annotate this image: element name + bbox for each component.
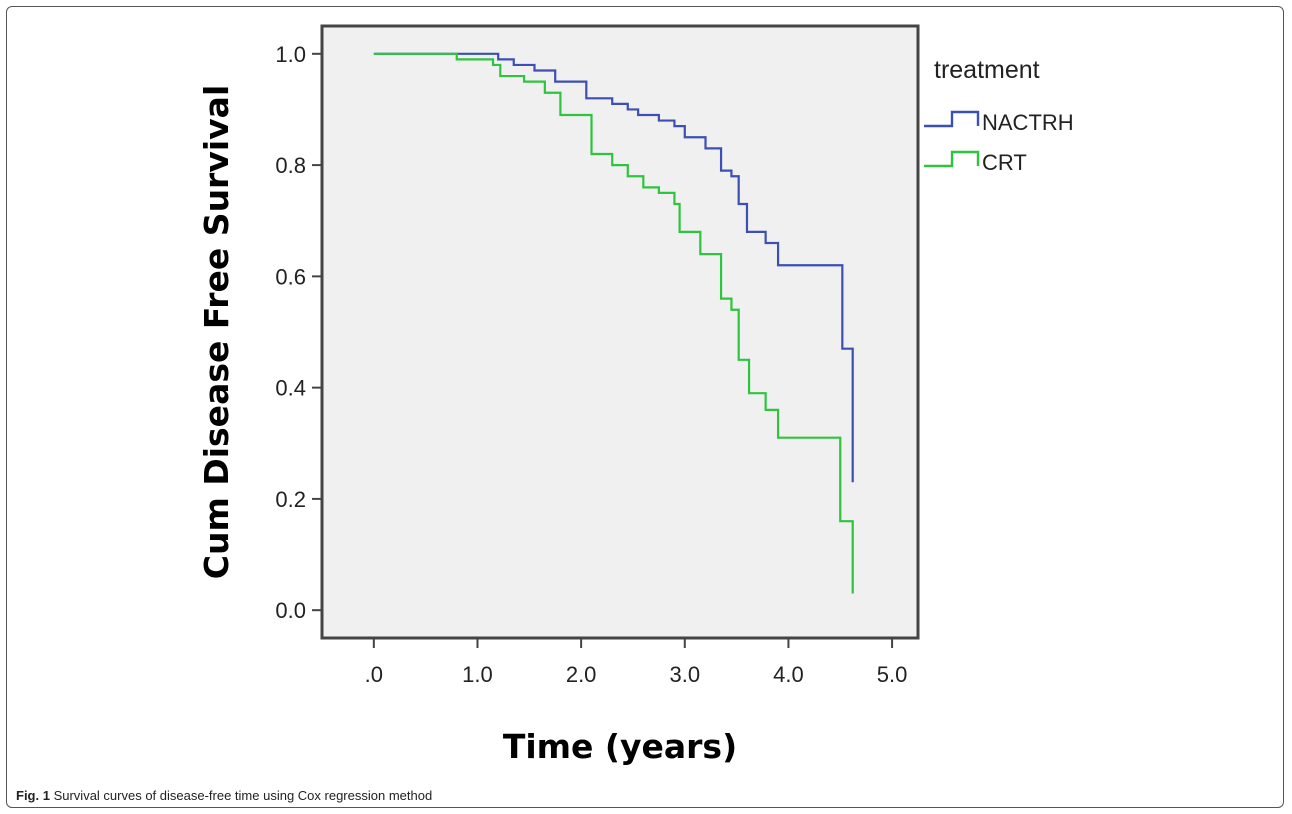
legend-item-crt: CRT: [924, 150, 1027, 175]
figure-label: Fig. 1: [16, 788, 50, 803]
x-tick-label: 1.0: [462, 662, 493, 687]
figure-caption: Fig. 1 Survival curves of disease-free t…: [16, 788, 432, 803]
legend-item-nactrh: NACTRH: [924, 110, 1074, 135]
legend-label: NACTRH: [982, 110, 1074, 135]
x-tick-label: .0: [365, 662, 383, 687]
x-tick-label: 2.0: [566, 662, 597, 687]
legend-swatch: [924, 150, 980, 168]
y-tick-label: 0.0: [275, 598, 306, 623]
series-layer: [373, 52, 854, 594]
x-tick-label: 3.0: [669, 662, 700, 687]
y-axis: 0.0 0.2 0.4 0.6 0.8 1.0: [275, 42, 322, 623]
x-axis-title: Time (years): [503, 727, 737, 766]
y-tick-label: 0.4: [275, 376, 306, 401]
x-axis: .0 1.0 2.0 3.0 4.0 5.0: [365, 638, 908, 687]
y-tick-label: 0.2: [275, 487, 306, 512]
legend: treatment NACTRH CRT: [924, 56, 1074, 175]
legend-title: treatment: [934, 56, 1040, 84]
legend-label: CRT: [982, 150, 1027, 175]
x-tick-label: 5.0: [877, 662, 908, 687]
series-line-nactrh: [373, 52, 854, 483]
y-tick-label: 1.0: [275, 42, 306, 67]
y-tick-label: 0.8: [275, 153, 306, 178]
survival-chart: .0 1.0 2.0 3.0 4.0 5.0 0.0 0.2 0.4 0.6 0.8 1.0 Cum…: [197, 24, 1074, 766]
y-axis-title: Cum Disease Free Survival: [197, 85, 236, 580]
plot-area: [320, 24, 920, 640]
x-tick-label: 4.0: [773, 662, 804, 687]
legend-swatch: [924, 110, 980, 128]
figure-caption-text: Survival curves of disease-free time usi…: [53, 788, 433, 803]
series-line-crt: [373, 52, 854, 594]
y-tick-label: 0.6: [275, 264, 306, 289]
